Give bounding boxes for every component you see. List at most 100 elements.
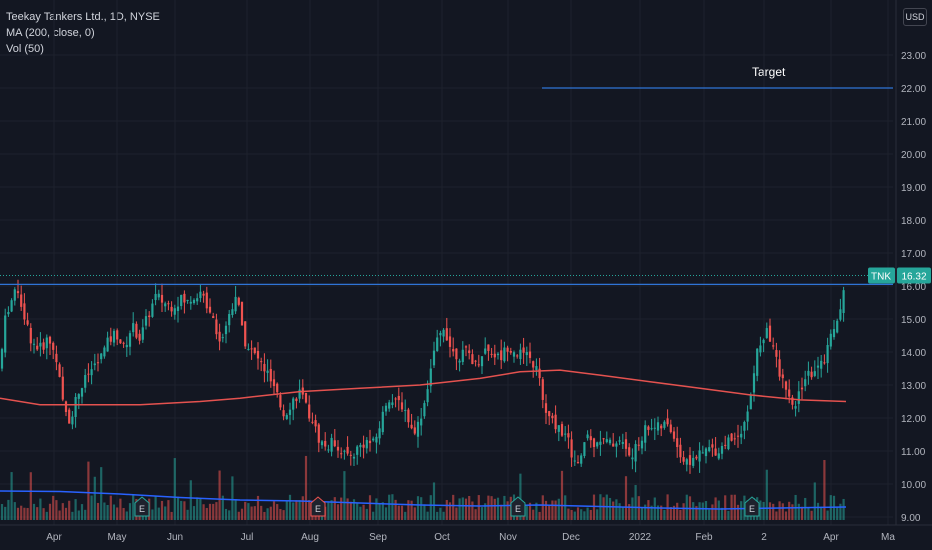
candle-body — [100, 353, 103, 360]
volume-bar — [592, 494, 596, 520]
volume-bar — [29, 472, 32, 520]
volume-bar — [436, 511, 439, 520]
volume-bar — [199, 498, 202, 520]
candle-body — [231, 309, 234, 315]
candle-body — [772, 345, 775, 347]
x-tick-label: Nov — [499, 532, 517, 543]
candle-body — [471, 354, 474, 365]
candle-body — [688, 455, 692, 465]
candle-body — [234, 296, 237, 312]
volume-bar — [103, 502, 106, 520]
volume-bar — [573, 511, 576, 520]
volume-bar — [352, 499, 356, 520]
y-tick-label: 9.00 — [901, 513, 921, 524]
candle-body — [352, 456, 356, 459]
volume-bar — [173, 458, 176, 520]
candle-body — [151, 303, 154, 317]
volume-bar — [538, 511, 541, 520]
volume-bar — [244, 501, 247, 520]
y-tick-label: 13.00 — [901, 381, 926, 392]
volume-bar — [423, 504, 426, 520]
candle-body — [554, 414, 557, 430]
candle-body — [660, 425, 663, 429]
candle-body — [39, 342, 42, 347]
candle-body — [237, 297, 240, 305]
candle-body — [784, 381, 788, 390]
ticker-tag: TNK — [871, 271, 891, 282]
volume-bar — [506, 501, 509, 520]
volume-bar — [733, 494, 736, 520]
candle-body — [253, 347, 256, 354]
candle-body — [647, 426, 650, 430]
x-tick-label: 2022 — [629, 532, 652, 543]
volume-bar — [106, 504, 109, 520]
candle-body — [631, 457, 634, 460]
candle-body — [704, 448, 708, 457]
candle-body — [68, 409, 71, 424]
candle-body — [669, 424, 672, 433]
candle-body — [541, 379, 544, 400]
candle-body — [244, 321, 247, 347]
candle-body — [20, 294, 23, 307]
volume-bar — [416, 496, 420, 520]
volume-bar — [772, 503, 775, 520]
y-tick-label: 11.00 — [901, 447, 926, 458]
candle-body — [356, 446, 359, 455]
candle-body — [592, 438, 596, 448]
volume-bar — [276, 504, 279, 520]
candle-body — [807, 370, 810, 376]
svg-text:E: E — [139, 504, 145, 514]
candle-body — [410, 424, 413, 429]
candle-body — [199, 291, 202, 299]
currency-button[interactable]: USD — [903, 8, 927, 26]
volume-bar — [77, 510, 80, 520]
volume-bar — [800, 506, 804, 520]
candle-body — [208, 306, 212, 313]
volume-bar — [724, 495, 727, 520]
volume-bar — [810, 510, 813, 520]
candle-body — [823, 362, 826, 364]
candle-body — [464, 346, 468, 348]
x-tick-label: Feb — [695, 532, 713, 543]
candle-body — [820, 360, 823, 369]
candle-body — [391, 402, 394, 406]
candle-body — [567, 433, 570, 438]
candle-body — [650, 428, 653, 430]
volume-bar — [125, 511, 128, 520]
candle-body — [730, 433, 733, 441]
volume-bar — [708, 509, 711, 520]
candle-body — [589, 436, 592, 441]
candle-body — [263, 363, 266, 372]
volume-bar — [701, 502, 704, 520]
candle-body — [205, 292, 208, 309]
volume-bar — [804, 497, 807, 520]
candle-body — [599, 441, 602, 445]
candle-body — [788, 389, 791, 397]
volume-bar — [391, 494, 394, 520]
volume-bar — [532, 509, 535, 520]
volume-bar — [525, 506, 528, 520]
volume-bar — [32, 503, 36, 520]
volume-bar — [816, 502, 820, 520]
volume-bar — [474, 509, 477, 520]
volume-bar — [224, 508, 228, 520]
volume-bar — [503, 495, 506, 520]
candle-body — [13, 289, 16, 301]
x-tick-label: Apr — [823, 532, 839, 543]
candle-body — [666, 418, 669, 425]
volume-bar — [791, 504, 794, 520]
x-tick-label: Jun — [167, 532, 183, 543]
candle-body — [71, 416, 74, 425]
candle-body — [756, 348, 759, 376]
candle-body — [711, 444, 714, 448]
candle-body — [90, 369, 93, 376]
svg-text:E: E — [749, 504, 755, 514]
candle-body — [768, 325, 772, 342]
volume-bar — [500, 504, 503, 520]
candle-body — [637, 444, 640, 446]
volume-bar — [218, 470, 221, 520]
volume-bar — [820, 506, 823, 520]
candle-body — [570, 439, 573, 458]
candle-body — [55, 353, 58, 363]
